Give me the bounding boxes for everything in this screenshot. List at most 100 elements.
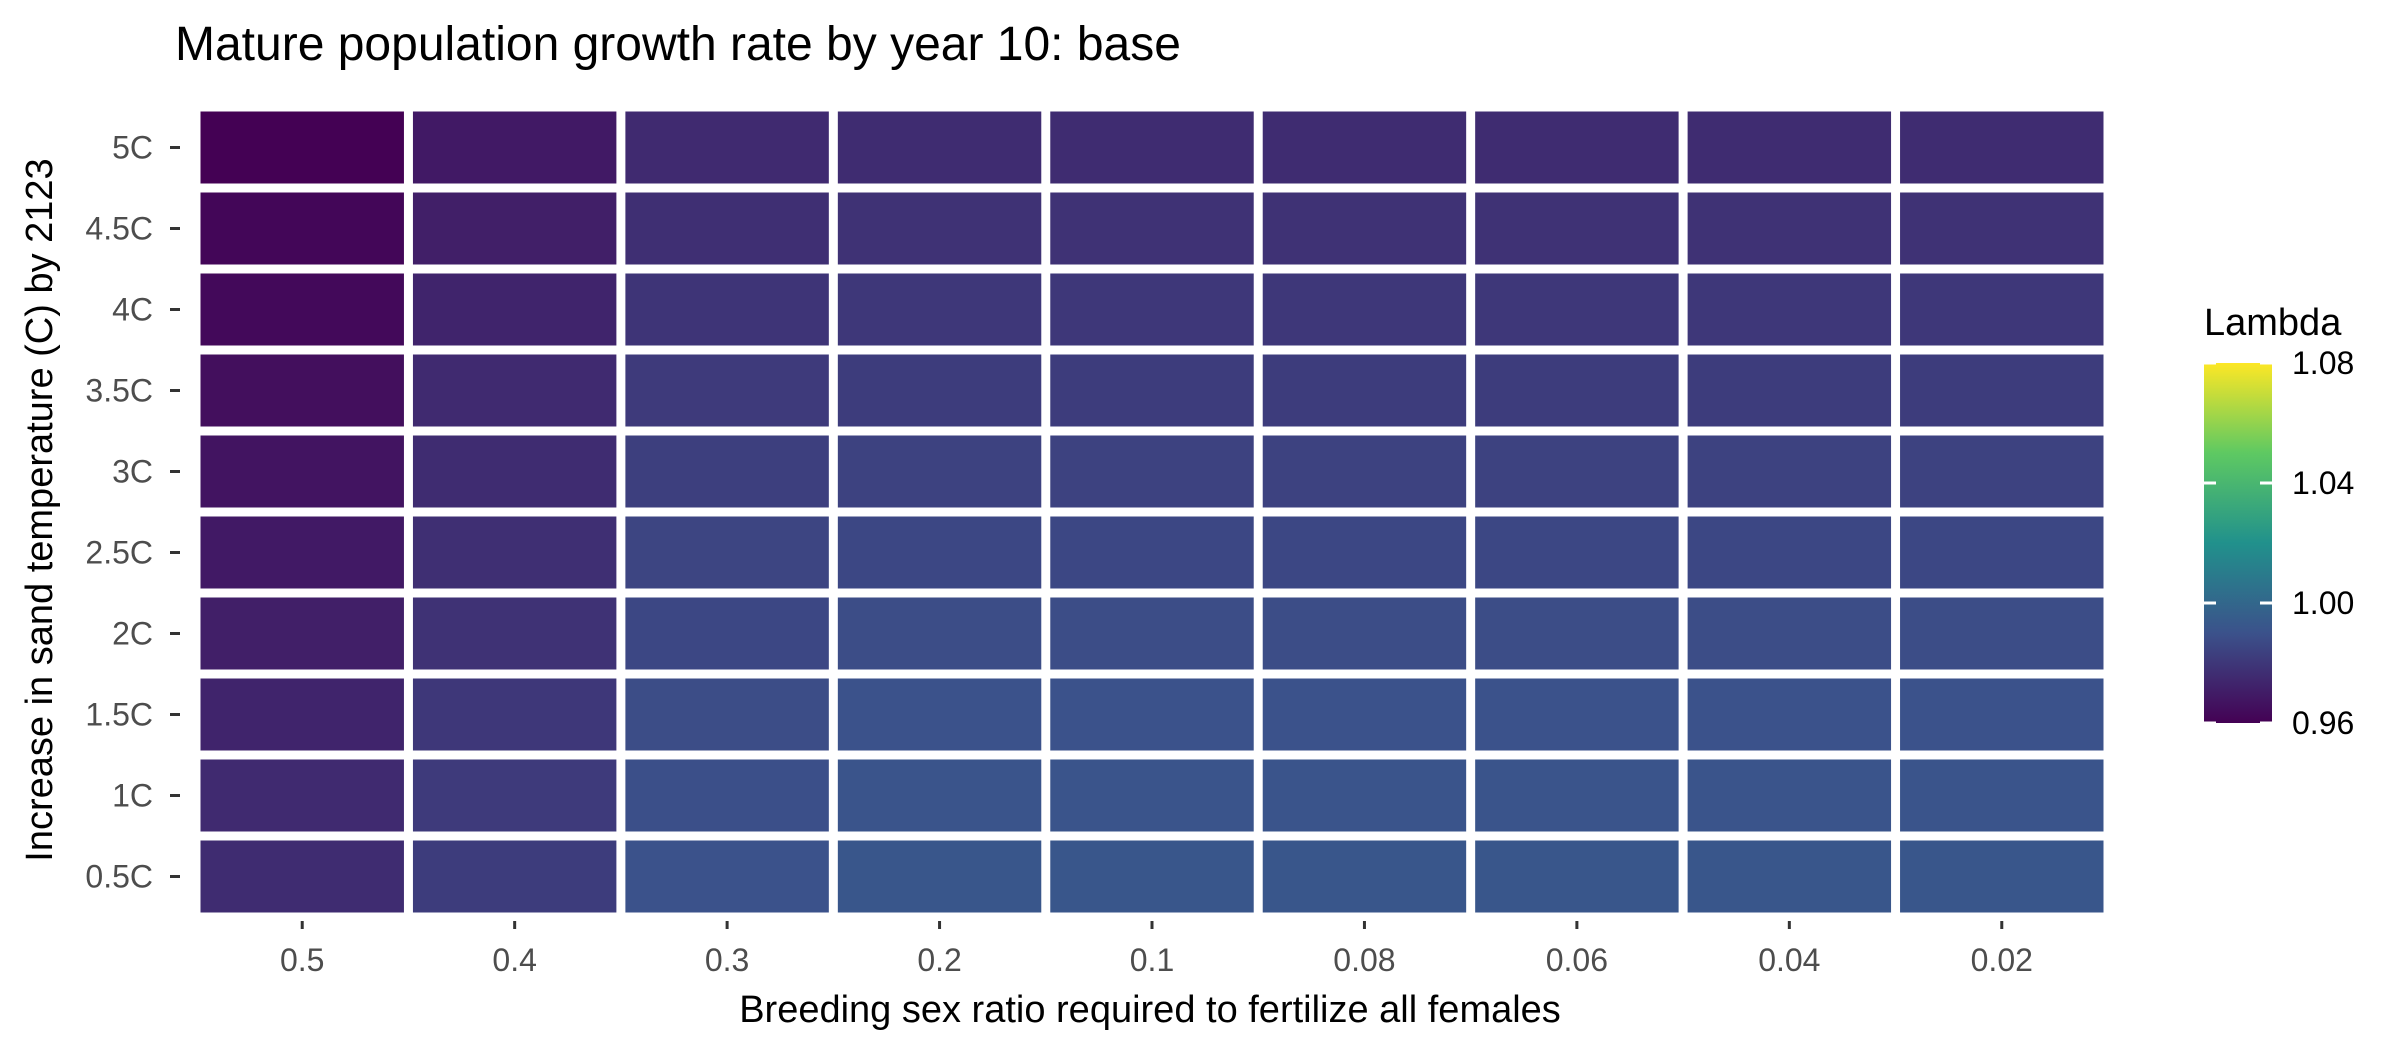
- heatmap-cell: [1475, 840, 1679, 913]
- heatmap-cell: [1262, 354, 1467, 427]
- heatmap-cell: [1475, 111, 1679, 184]
- heatmap-cell: [1262, 435, 1467, 508]
- x-tick-label: 0.2: [917, 942, 961, 978]
- x-tick-label: 0.1: [1130, 942, 1174, 978]
- heatmap-cell: [1687, 597, 1892, 670]
- heatmap-cell: [1900, 678, 2104, 751]
- heatmap-cell: [1687, 273, 1892, 346]
- heatmap-cell: [837, 435, 1042, 508]
- heatmap-cell: [1262, 516, 1467, 589]
- heatmap-cell: [412, 759, 617, 832]
- heatmap-cell: [200, 111, 404, 184]
- heatmap-cell: [1900, 273, 2104, 346]
- heatmap-cell: [1050, 111, 1254, 184]
- x-tick-label: 0.06: [1546, 942, 1608, 978]
- heatmap-cell: [1900, 192, 2104, 265]
- heatmap-cell: [837, 354, 1042, 427]
- legend-tick-label: 1.04: [2292, 465, 2354, 501]
- heatmap-cell: [1900, 840, 2104, 913]
- heatmap-cell: [1475, 192, 1679, 265]
- heatmap-cell: [1050, 516, 1254, 589]
- heatmap-cell: [1262, 597, 1467, 670]
- heatmap-cell: [412, 273, 617, 346]
- heatmap-cell: [200, 354, 404, 427]
- x-tick-label: 0.02: [1971, 942, 2033, 978]
- heatmap-cell: [200, 192, 404, 265]
- x-tick-label: 0.04: [1758, 942, 1820, 978]
- x-tick-label: 0.4: [492, 942, 536, 978]
- heatmap-cell: [625, 516, 829, 589]
- legend-tick-label: 0.96: [2292, 705, 2354, 741]
- legend-colorbar: [2204, 363, 2272, 723]
- heatmap-cell: [1475, 354, 1679, 427]
- y-axis: 0.5C 1C 1.5C 2C 2.5C 3C 3.5C 4C 4.5C 5C: [85, 130, 180, 895]
- heatmap-cell: [412, 435, 617, 508]
- heatmap-cell: [1475, 435, 1679, 508]
- x-axis: 0.5 0.4 0.3 0.2 0.1 0.08 0.06 0.04 0.02: [280, 921, 2033, 978]
- heatmap-cell: [1687, 435, 1892, 508]
- heatmap-cell: [837, 273, 1042, 346]
- heatmap-cell: [1262, 192, 1467, 265]
- heatmap-cell: [837, 759, 1042, 832]
- heatmap-cell: [1687, 111, 1892, 184]
- heatmap-cell: [1050, 192, 1254, 265]
- heatmap-cell: [412, 516, 617, 589]
- heatmap-cell: [1262, 273, 1467, 346]
- heatmap-cell: [837, 678, 1042, 751]
- heatmap-cell: [1687, 354, 1892, 427]
- heatmap-cell: [1262, 840, 1467, 913]
- heatmap-cell: [412, 678, 617, 751]
- heatmap-cell: [1687, 192, 1892, 265]
- heatmap-cell: [200, 759, 404, 832]
- y-tick-label: 4.5C: [85, 211, 153, 247]
- heatmap-cell: [200, 273, 404, 346]
- y-axis-title: Increase in sand temperature (C) by 2123: [19, 158, 61, 861]
- heatmap-cell: [625, 597, 829, 670]
- y-tick-label: 3C: [112, 454, 153, 490]
- heatmap-cell: [1475, 516, 1679, 589]
- chart-title: Mature population growth rate by year 10…: [175, 18, 1181, 71]
- legend: Lambda 0.96 1.00 1.04 1.08: [2204, 302, 2354, 741]
- y-tick-label: 2C: [112, 616, 153, 652]
- heatmap-cell: [625, 354, 829, 427]
- heatmap-cell: [1262, 678, 1467, 751]
- heatmap-cell: [625, 840, 829, 913]
- heatmap-cell: [1687, 678, 1892, 751]
- heatmap-cell: [625, 678, 829, 751]
- heatmap-cell: [200, 597, 404, 670]
- y-tick-label: 1C: [112, 778, 153, 814]
- y-tick-label: 0.5C: [85, 859, 153, 895]
- heatmap-cell: [1262, 759, 1467, 832]
- y-tick-label: 5C: [112, 130, 153, 166]
- x-axis-title: Breeding sex ratio required to fertilize…: [739, 989, 1561, 1031]
- heatmap-cell: [837, 111, 1042, 184]
- heatmap-cell: [412, 840, 617, 913]
- heatmap-cell: [1687, 840, 1892, 913]
- heatmap-cell: [1687, 516, 1892, 589]
- heatmap-cell: [837, 840, 1042, 913]
- heatmap-cell: [1050, 678, 1254, 751]
- heatmap-cell: [1475, 759, 1679, 832]
- heatmap-cell: [1050, 759, 1254, 832]
- heatmap-cell: [200, 435, 404, 508]
- heatmap-cell: [1262, 111, 1467, 184]
- heatmap-cell: [625, 759, 829, 832]
- heatmap-cell: [412, 192, 617, 265]
- x-tick-label: 0.5: [280, 942, 324, 978]
- y-tick-label: 1.5C: [85, 697, 153, 733]
- legend-title: Lambda: [2204, 302, 2342, 344]
- heatmap-cell: [837, 516, 1042, 589]
- heatmap-cell: [1050, 840, 1254, 913]
- heatmap-cell: [1050, 273, 1254, 346]
- heatmap-cell: [1900, 354, 2104, 427]
- heatmap-cell: [625, 111, 829, 184]
- heatmap-cell: [837, 192, 1042, 265]
- heatmap-cell: [412, 597, 617, 670]
- heatmap-cell: [1050, 354, 1254, 427]
- heatmap-cell: [1900, 759, 2104, 832]
- heatmap-cell: [1050, 597, 1254, 670]
- heatmap-cell: [625, 273, 829, 346]
- heatmap-cell: [625, 192, 829, 265]
- heatmap-cell: [200, 678, 404, 751]
